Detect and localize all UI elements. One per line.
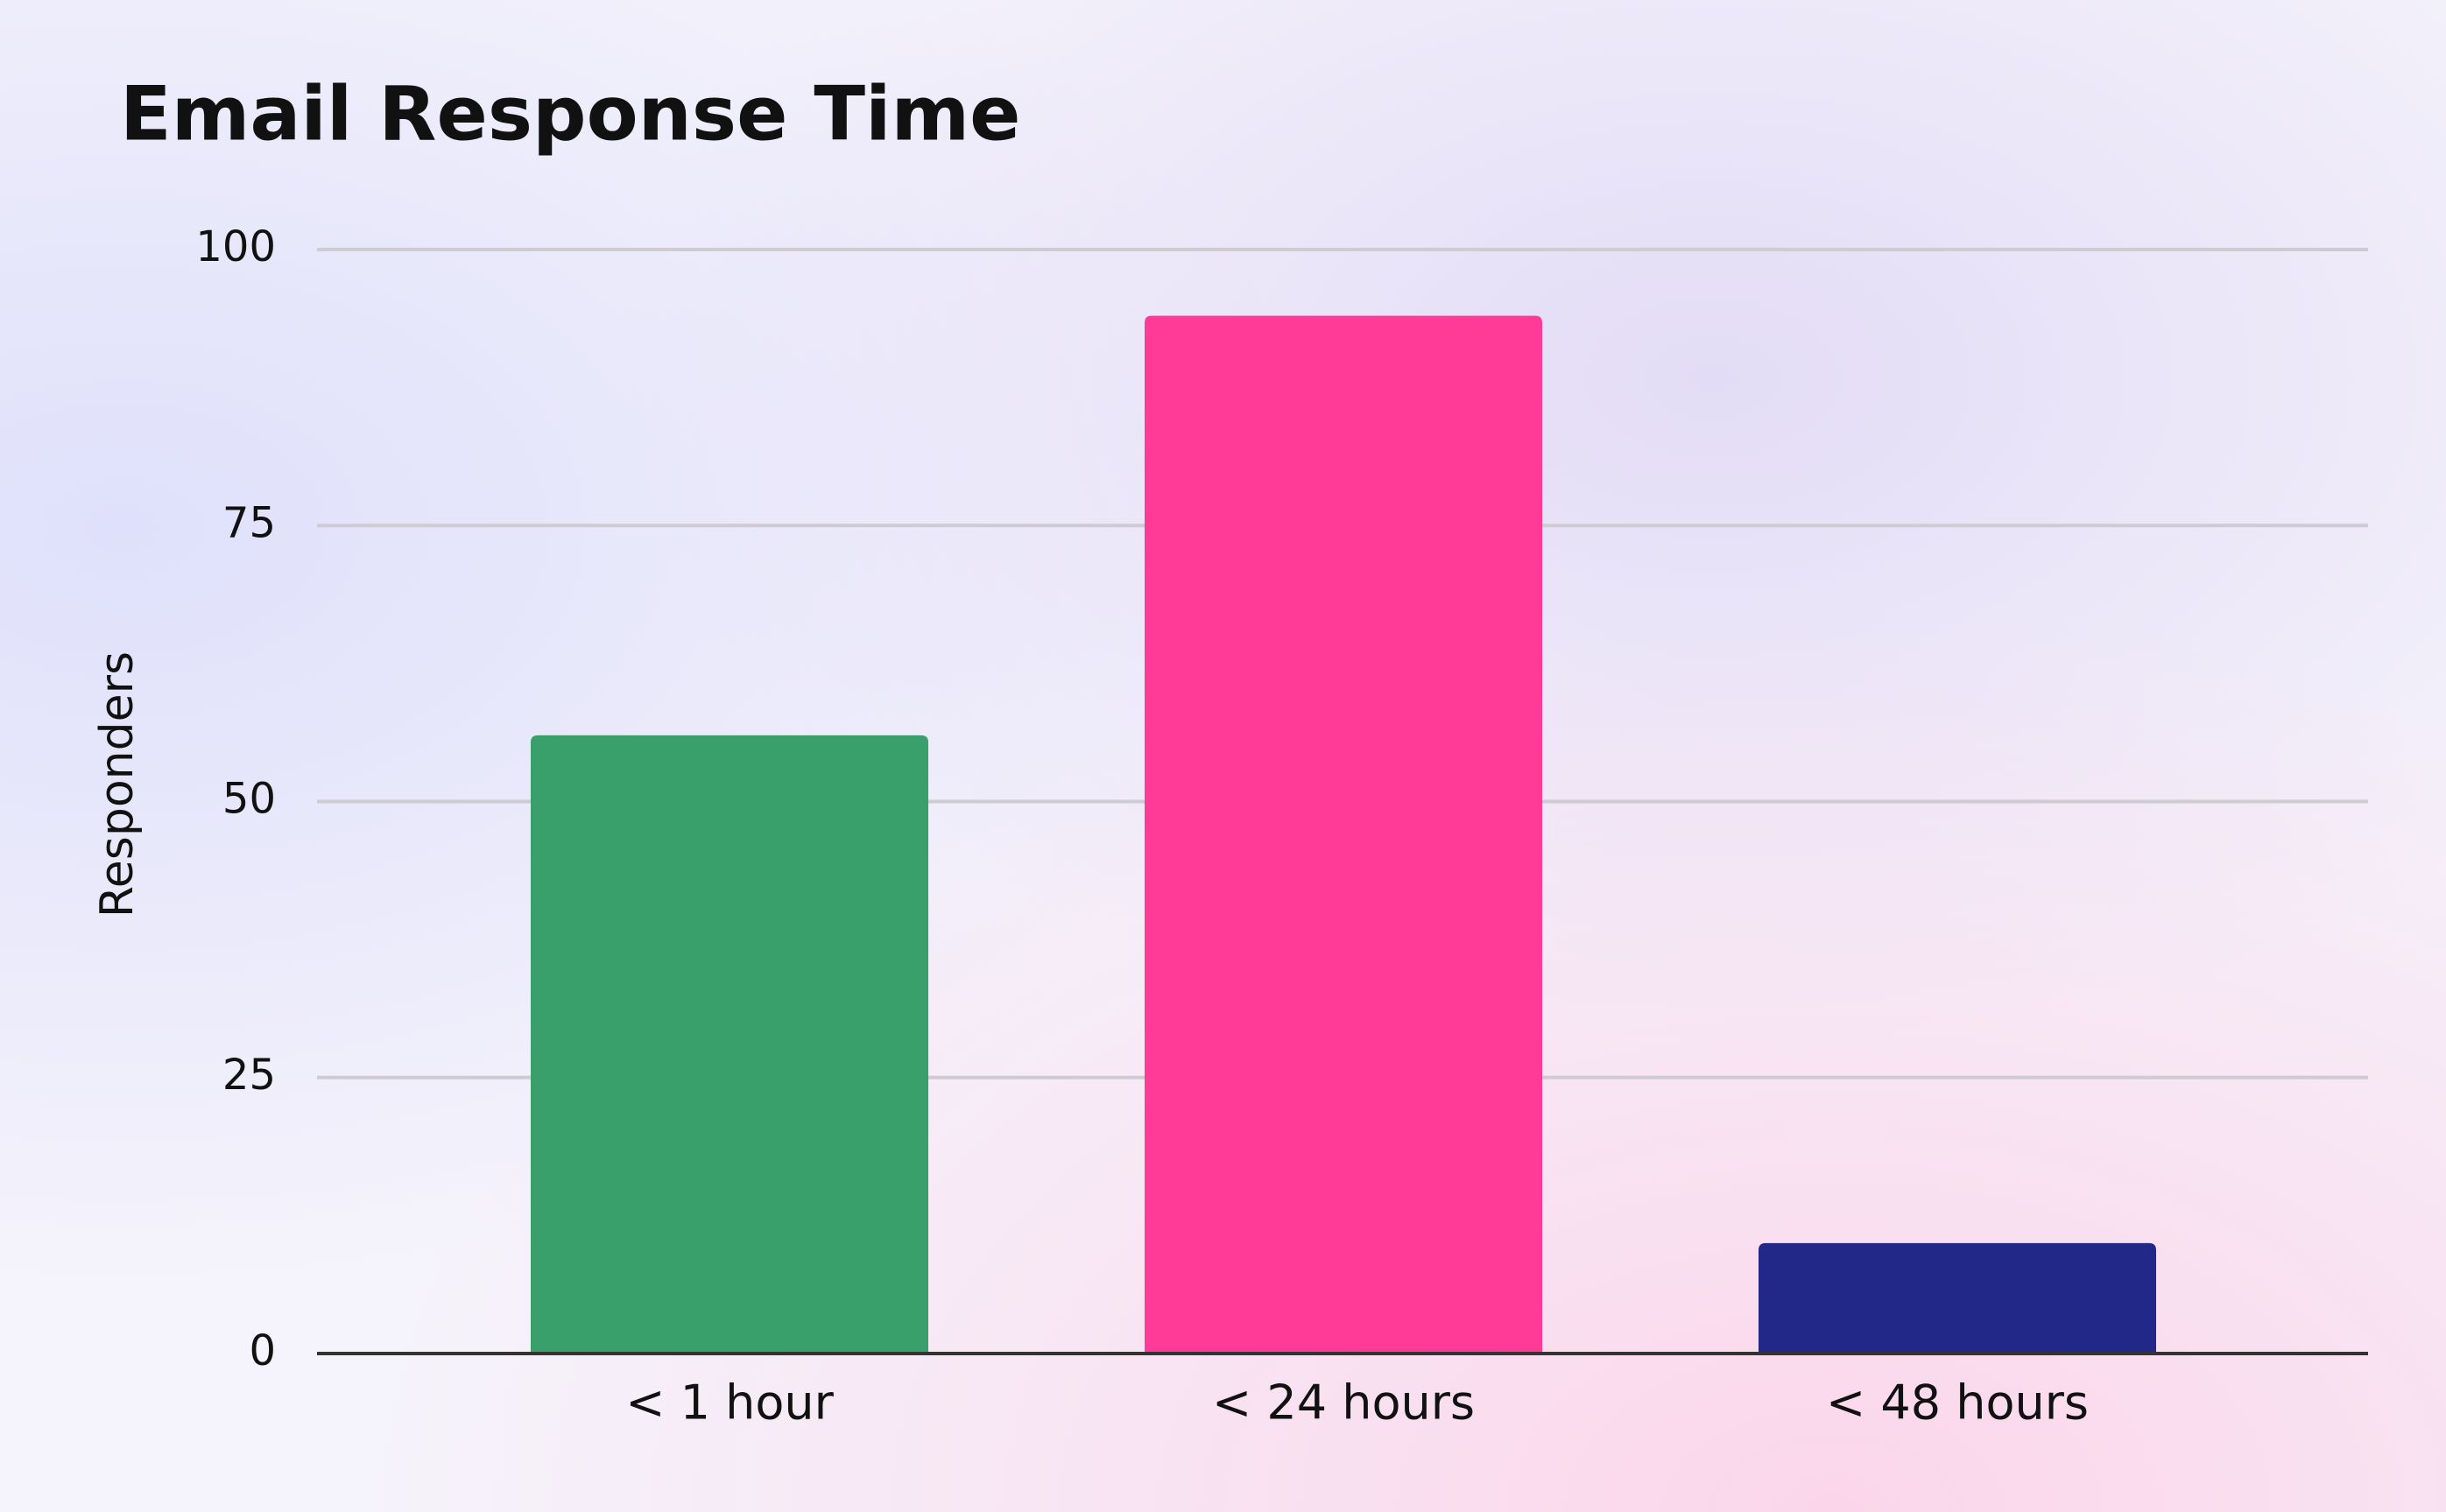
y-tick-label: 100: [195, 222, 276, 271]
y-axis-label: Responders: [91, 651, 144, 918]
chart-title: Email Response Time: [120, 70, 1020, 158]
bar: [1759, 1242, 2156, 1354]
x-tick-label: < 24 hours: [1212, 1375, 1475, 1431]
x-tick-label: < 1 hour: [625, 1375, 834, 1431]
bar: [1145, 315, 1542, 1354]
y-tick-label: 50: [222, 775, 276, 824]
y-tick-label: 25: [222, 1051, 276, 1100]
bar: [531, 735, 928, 1354]
x-tick-label: < 48 hours: [1826, 1375, 2089, 1431]
y-tick-label: 75: [222, 498, 276, 547]
y-tick-label: 0: [249, 1326, 276, 1375]
